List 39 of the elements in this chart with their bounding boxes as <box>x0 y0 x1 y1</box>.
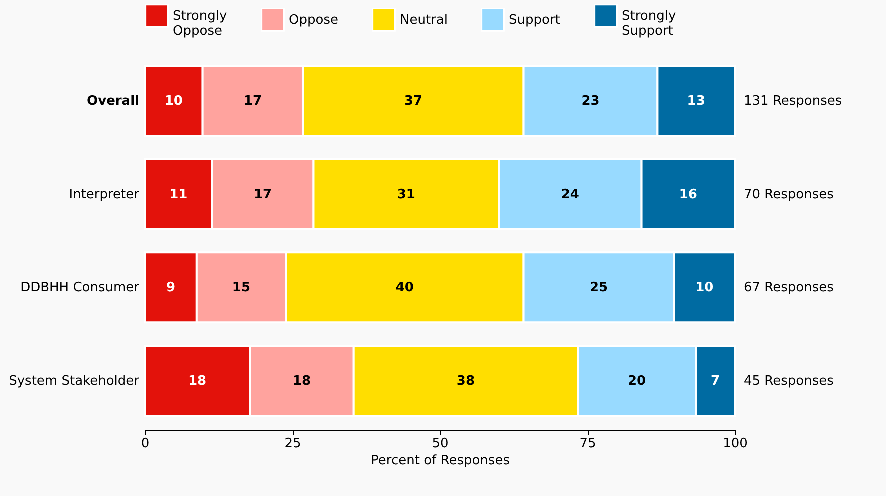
legend-label: Support <box>509 12 560 28</box>
y-tick-label: System Stakeholder <box>9 374 140 389</box>
data-label: 25 <box>590 280 608 296</box>
text: 70 Responses <box>744 187 834 202</box>
data-label: 18 <box>188 374 207 389</box>
x-tick-label: 0 <box>141 436 150 452</box>
data-label: 10 <box>164 94 183 109</box>
data-label: 38 <box>456 374 476 389</box>
data-label: 18 <box>292 374 311 389</box>
legend-label: Strongly Oppose <box>173 9 228 39</box>
data-label: 10 <box>696 280 714 296</box>
x-tick-label: 50 <box>432 436 449 452</box>
x-tick-label: 75 <box>580 436 596 452</box>
data-label: 20 <box>628 374 646 389</box>
data-label: 31 <box>397 187 416 202</box>
data-label: 16 <box>679 187 698 202</box>
data-label: 23 <box>582 94 600 109</box>
data-label: 24 <box>561 187 580 202</box>
text: 131 Responses <box>744 94 842 109</box>
data-label: 17 <box>254 187 272 202</box>
data-label: 11 <box>170 187 188 202</box>
y-tick-label: Overall <box>87 94 140 109</box>
legend-label: Oppose <box>289 12 338 28</box>
text: 67 Responses <box>744 280 834 296</box>
data-label: 40 <box>396 280 414 296</box>
x-tick-label: 25 <box>284 436 302 452</box>
legend-label: Neutral <box>400 12 448 28</box>
x-tick-label: 100 <box>723 436 748 452</box>
legend-label: Strongly Support <box>622 9 676 39</box>
data-label: 9 <box>166 280 176 296</box>
y-tick-label: DDBHH Consumer <box>20 280 140 296</box>
data-label: 15 <box>232 280 251 296</box>
data-label: 17 <box>244 94 262 109</box>
y-tick-label: Interpreter <box>69 187 140 202</box>
data-label: 13 <box>687 94 706 109</box>
text: 45 Responses <box>744 374 834 389</box>
x-axis-title: Percent of Responses <box>371 454 510 468</box>
data-label: 7 <box>711 374 720 389</box>
data-label: 37 <box>404 94 422 109</box>
